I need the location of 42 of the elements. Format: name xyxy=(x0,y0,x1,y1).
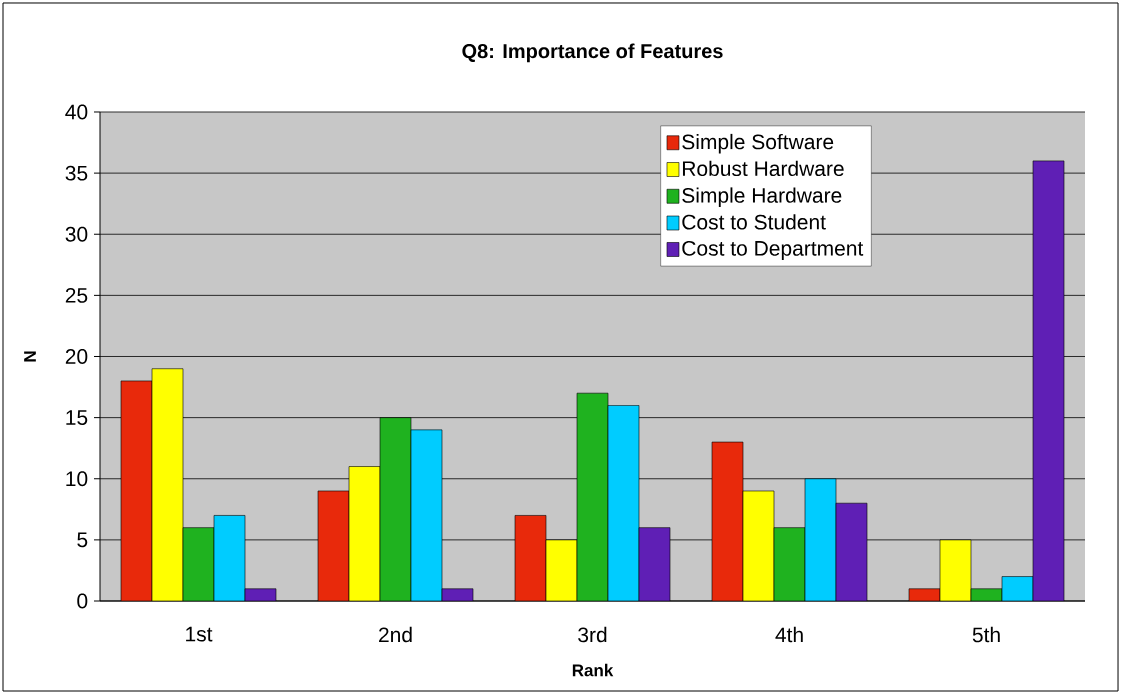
bar xyxy=(774,527,806,601)
bar xyxy=(639,527,671,601)
bar xyxy=(805,478,837,601)
bar xyxy=(214,515,245,601)
bar xyxy=(380,417,411,601)
y-tick-label: 40 xyxy=(65,104,88,120)
x-tick-label: 3rd xyxy=(578,626,607,643)
y-tick-label: 5 xyxy=(77,532,88,548)
bar xyxy=(743,490,775,601)
bar xyxy=(608,405,640,601)
legend-label: Cost to Student xyxy=(682,214,826,230)
x-tick-label: 1st xyxy=(186,626,213,642)
bar xyxy=(121,380,152,601)
bar xyxy=(712,442,744,601)
bar xyxy=(152,368,183,601)
bar xyxy=(836,503,868,601)
y-tick-label: 35 xyxy=(65,165,88,181)
x-tick-label: 2nd xyxy=(379,626,412,643)
y-tick-label: 20 xyxy=(65,349,88,364)
bar xyxy=(411,429,442,601)
y-axis-title: N xyxy=(24,351,36,362)
bar xyxy=(577,393,609,601)
bar xyxy=(318,490,349,601)
y-tick-label: 25 xyxy=(65,287,88,303)
chart-title: Q8: Importance of Features xyxy=(462,43,723,63)
bar xyxy=(1032,160,1065,601)
bar xyxy=(349,466,380,601)
x-axis-title: Rank xyxy=(572,663,614,677)
legend-label: Cost to Department xyxy=(682,240,864,260)
y-tick-label: 10 xyxy=(66,471,88,487)
y-tick-label: 0 xyxy=(77,593,88,609)
x-tick-label: 4th xyxy=(775,626,803,643)
bar xyxy=(939,539,972,601)
legend-label: Robust Hardware xyxy=(682,160,844,177)
bar xyxy=(183,527,214,601)
legend-label: Simple Software xyxy=(682,133,834,154)
legend-label: Simple Hardware xyxy=(682,187,842,207)
y-tick-label: 30 xyxy=(65,226,88,242)
bar xyxy=(515,515,546,601)
x-tick-label: 5th xyxy=(972,626,1000,643)
bar xyxy=(546,539,578,601)
y-tick-label: 15 xyxy=(66,410,88,425)
